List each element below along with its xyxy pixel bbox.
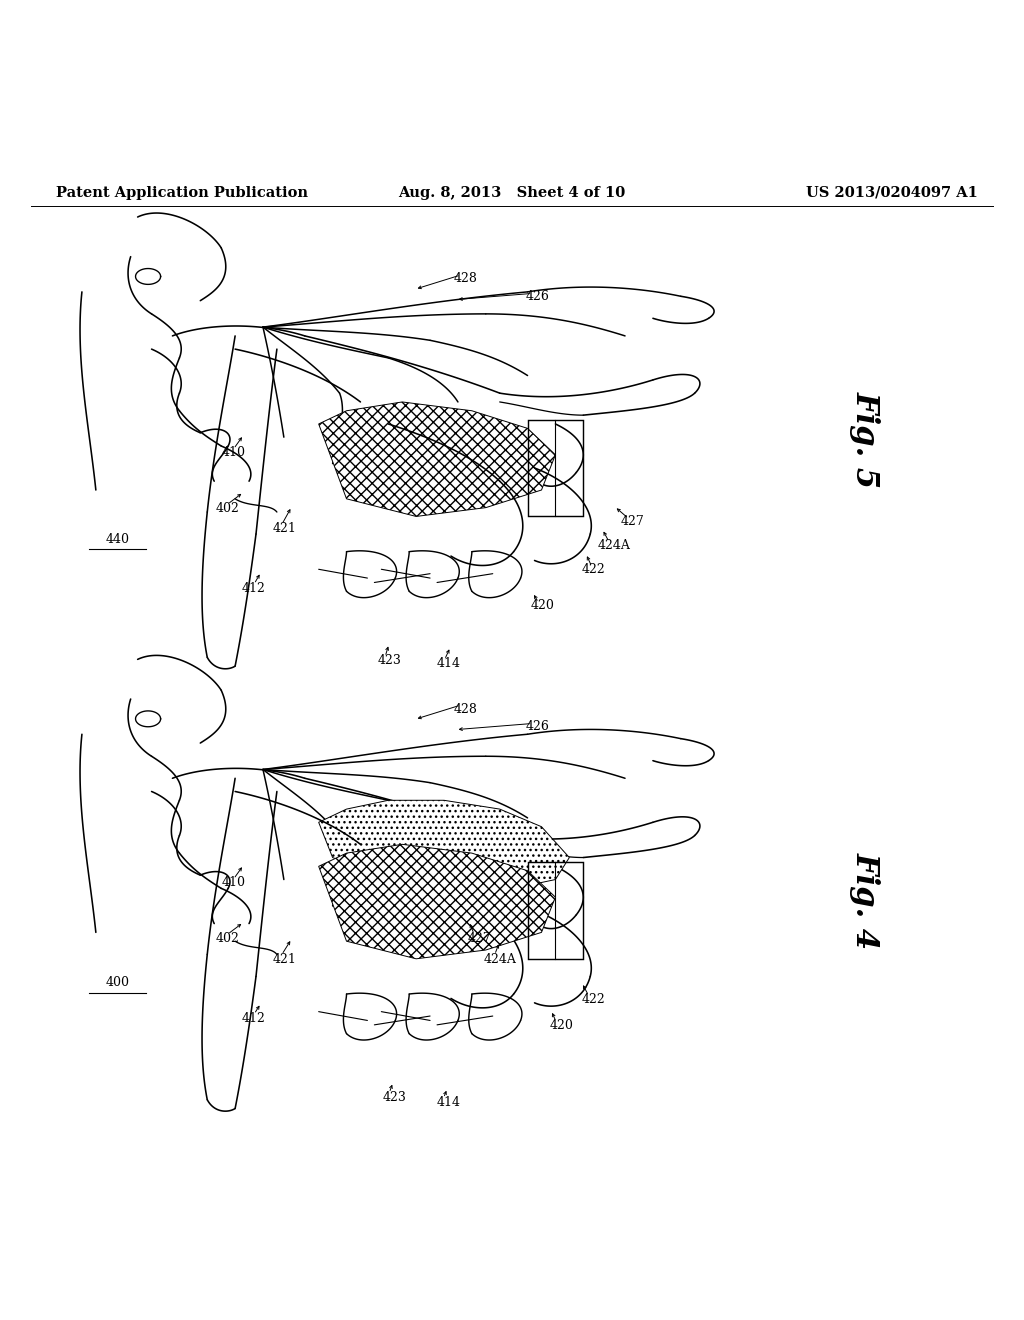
Text: 426: 426 — [525, 290, 550, 304]
Text: 412: 412 — [242, 582, 266, 595]
Text: 440: 440 — [105, 533, 130, 545]
Text: 427: 427 — [621, 515, 645, 528]
Text: Fig. 4: Fig. 4 — [850, 853, 881, 949]
Text: 424A: 424A — [483, 953, 516, 965]
Text: 428: 428 — [454, 272, 478, 285]
Text: 420: 420 — [549, 1019, 573, 1032]
Text: Aug. 8, 2013   Sheet 4 of 10: Aug. 8, 2013 Sheet 4 of 10 — [398, 186, 626, 199]
Text: 424A: 424A — [598, 539, 631, 552]
Bar — [527, 862, 584, 958]
Text: 402: 402 — [215, 932, 240, 945]
Text: 414: 414 — [436, 1096, 461, 1109]
Polygon shape — [318, 403, 555, 516]
Text: 421: 421 — [272, 523, 297, 536]
Text: 412: 412 — [242, 1012, 266, 1024]
Bar — [527, 420, 584, 516]
Text: Patent Application Publication: Patent Application Publication — [56, 186, 308, 199]
Text: US 2013/0204097 A1: US 2013/0204097 A1 — [806, 186, 978, 199]
Text: 420: 420 — [530, 599, 555, 612]
Text: 422: 422 — [582, 564, 606, 577]
Text: 410: 410 — [221, 446, 246, 458]
Text: 400: 400 — [105, 975, 130, 989]
Text: 423: 423 — [377, 653, 401, 667]
Text: 428: 428 — [454, 702, 478, 715]
Text: Fig. 5: Fig. 5 — [850, 391, 881, 488]
Text: 426: 426 — [525, 721, 550, 733]
Text: 422: 422 — [582, 994, 606, 1006]
Text: 427: 427 — [467, 932, 492, 945]
Text: 423: 423 — [382, 1090, 407, 1104]
Polygon shape — [318, 845, 555, 958]
Polygon shape — [318, 800, 569, 888]
Text: 421: 421 — [272, 953, 297, 965]
Text: 402: 402 — [215, 502, 240, 515]
Text: 410: 410 — [221, 875, 246, 888]
Text: 414: 414 — [436, 656, 461, 669]
